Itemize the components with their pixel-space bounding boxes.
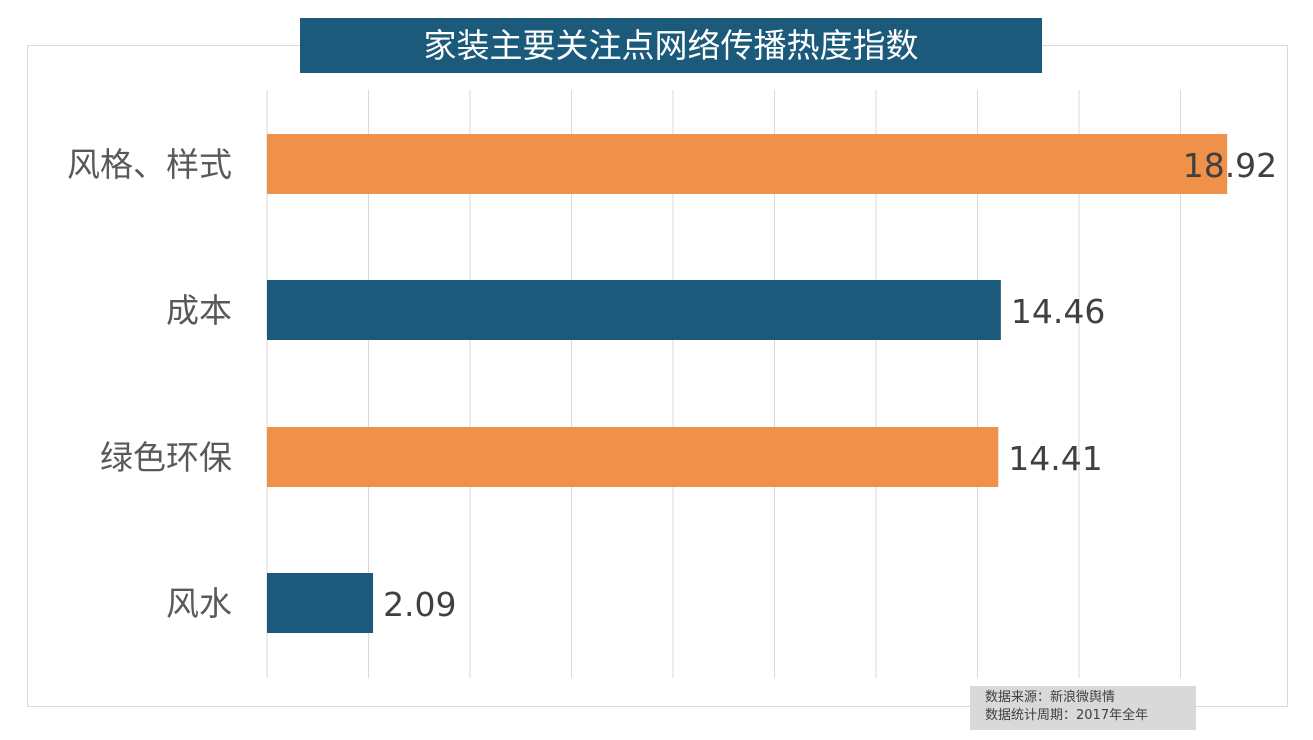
category-label: 成本 xyxy=(166,291,232,330)
period-line: 数据统计周期：2017年全年 xyxy=(985,708,1149,723)
category-label: 风格、样式 xyxy=(67,145,232,184)
bar xyxy=(267,427,999,487)
data-label: 14.46 xyxy=(1011,292,1105,331)
bar xyxy=(267,573,374,633)
data-label: 2.09 xyxy=(383,585,456,624)
data-label: 18.92 xyxy=(1183,146,1277,185)
category-label: 风水 xyxy=(166,584,232,623)
data-label: 14.41 xyxy=(1008,439,1102,478)
bar xyxy=(267,134,1228,194)
source-note: 数据来源：新浪微舆情 数据统计周期：2017年全年 xyxy=(970,686,1196,730)
bar xyxy=(267,280,1001,340)
category-label: 绿色环保 xyxy=(100,438,232,477)
source-line: 数据来源：新浪微舆情 xyxy=(985,690,1116,705)
chart-title: 家装主要关注点网络传播热度指数 xyxy=(300,18,1042,73)
